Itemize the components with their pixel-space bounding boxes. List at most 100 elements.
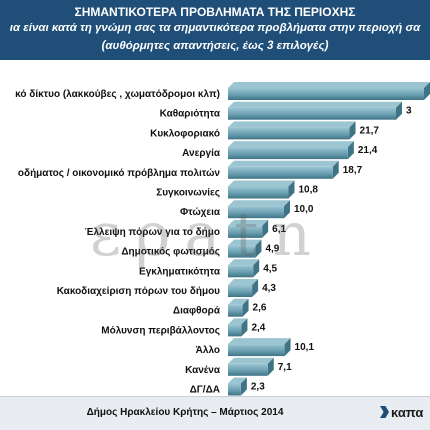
value-label: 3 — [406, 106, 412, 117]
bar-top-face — [228, 298, 249, 305]
bar-group: Καθαριότητα 3 — [160, 101, 412, 120]
bar-top-face — [228, 82, 430, 88]
footer-bar: Δήμος Ηρακλείου Κρήτης – Μάρτιος 2014 κα… — [0, 396, 430, 430]
value-label: 2,4 — [251, 322, 265, 333]
bar-side-face — [240, 377, 247, 396]
value-label: 10,8 — [298, 185, 318, 196]
bar-top-face — [228, 200, 290, 207]
bar-side-face — [241, 318, 248, 337]
bar — [228, 245, 256, 258]
category-label: Έλλειψη πόρων για το δήμο — [85, 227, 220, 238]
bar-group: Ανεργία 21,4 — [182, 141, 378, 160]
value-label: 10,1 — [295, 342, 315, 353]
bar-top-face — [228, 121, 356, 128]
bar — [228, 147, 348, 160]
category-label: ΔΓ/ΔΑ — [190, 385, 220, 396]
bar-top-face — [228, 338, 291, 345]
bar-side-face — [349, 121, 356, 140]
value-label: 2,3 — [251, 382, 265, 393]
category-label: οδήματος / οικονομικό πρόβλημα πολιτών — [18, 168, 221, 179]
value-label: 4,9 — [265, 244, 279, 255]
category-label: Δημοτικός φωτισμός — [121, 247, 220, 258]
category-label: Άλλο — [196, 345, 220, 356]
bar-side-face — [424, 82, 430, 100]
value-label: 7,1 — [278, 362, 292, 373]
bar-group: οδήματος / οικονομικό πρόβλημα πολιτών 18… — [18, 160, 363, 179]
bar-group: Κακοδιαχείριση πόρων του δήμου 4,3 — [57, 279, 276, 297]
brand-name: καπα — [391, 405, 424, 420]
bar — [228, 225, 263, 238]
bar-top-face — [228, 239, 262, 246]
bar — [228, 127, 350, 140]
bar-side-face — [253, 259, 260, 278]
bar-top-face — [228, 141, 354, 148]
bar-top-face — [228, 180, 295, 187]
bar — [228, 88, 424, 100]
bar-group: κό δίκτυο (λακκούβες , χωματόδρομοι κλπ) — [15, 82, 430, 100]
value-label: 4,3 — [262, 283, 276, 294]
bar — [228, 285, 253, 297]
value-label: 10,0 — [294, 204, 314, 215]
bar — [228, 107, 396, 120]
category-label: κό δίκτυο (λακκούβες , χωματόδρομοι κλπ) — [15, 89, 220, 100]
bar — [228, 206, 284, 219]
bar-group: Συγκοινωνίες 10,8 — [156, 180, 318, 199]
bar-side-face — [284, 200, 290, 219]
value-label: 6,1 — [272, 224, 286, 235]
category-label: Καθαριότητα — [160, 109, 221, 120]
bar-side-face — [396, 101, 402, 120]
bar-top-face — [228, 101, 402, 108]
bar-side-face — [347, 141, 354, 160]
category-label: Ανεργία — [182, 148, 221, 159]
bar-group: Άλλο 10,1 — [196, 338, 315, 357]
bar — [228, 304, 243, 317]
category-label: Κακοδιαχείριση πόρων του δήμου — [57, 286, 220, 297]
bar-top-face — [228, 279, 259, 285]
value-label: 21,7 — [360, 125, 380, 136]
bar — [228, 344, 285, 357]
category-label: Κυκλοφοριακό — [150, 128, 220, 139]
bar-side-face — [255, 239, 262, 258]
bar-chart: κό δίκτυο (λακκούβες , χωματόδρομοι κλπ)… — [15, 82, 430, 396]
value-label: 4,5 — [263, 263, 277, 274]
survey-question: ια είναι κατά τη γνώμη σας τα σημαντικότ… — [9, 22, 421, 34]
bar-side-face — [267, 357, 274, 376]
chart-title: ΣΗΜΑΝΤΙΚΟΤΕΡΑ ΠΡΟΒΛΗΜΑΤΑ ΤΗΣ ΠΕΡΙΟΧΗΣ — [74, 5, 356, 19]
bar-top-face — [228, 318, 248, 325]
bar — [228, 186, 289, 199]
bar — [228, 383, 241, 396]
watermark: ερatn — [90, 200, 325, 270]
category-label: Μόλυνση περιβάλλοντος — [101, 325, 220, 336]
bar — [228, 324, 242, 337]
value-label: 2,6 — [253, 303, 267, 314]
bar — [228, 363, 268, 376]
category-label: Φτώχεια — [180, 207, 221, 218]
bar-group: Δημοτικός φωτισμός 4,9 — [121, 239, 280, 258]
bar — [228, 265, 254, 278]
bar-side-face — [242, 298, 249, 317]
source-caption: Δήμος Ηρακλείου Κρήτης – Μάρτιος 2014 — [86, 407, 284, 418]
brand-icon — [380, 406, 389, 418]
bar-side-face — [332, 160, 339, 179]
bar-top-face — [228, 219, 269, 226]
value-label: 18,7 — [343, 165, 363, 176]
brand-logo: καπα — [380, 405, 423, 420]
title-bar: ΣΗΜΑΝΤΙΚΟΤΕΡΑ ΠΡΟΒΛΗΜΑΤΑ ΤΗΣ ΠΕΡΙΟΧΗΣ ια… — [0, 0, 430, 60]
bar-group: Έλλειψη πόρων για το δήμο 6,1 — [85, 219, 286, 238]
bar-top-face — [228, 377, 247, 384]
answer-note: (αυθόρμητες απαντήσεις, έως 3 επιλογές) — [101, 40, 329, 52]
bar-group: Κανένα 7,1 — [185, 357, 292, 376]
bar-top-face — [228, 259, 260, 266]
bar-side-face — [262, 219, 269, 238]
bar-side-face — [284, 338, 291, 357]
bar-top-face — [228, 160, 339, 167]
bar-group: Κυκλοφοριακό 21,7 — [150, 121, 380, 140]
category-label: Συγκοινωνίες — [156, 188, 220, 199]
bar-group: ΔΓ/ΔΑ 2,3 — [190, 377, 265, 396]
category-label: Κανένα — [185, 365, 221, 376]
category-label: Διαφθορά — [173, 306, 221, 317]
bar-side-face — [252, 279, 259, 297]
category-label: Εγκληματικότητα — [139, 266, 221, 277]
value-label: 21,4 — [358, 145, 378, 156]
